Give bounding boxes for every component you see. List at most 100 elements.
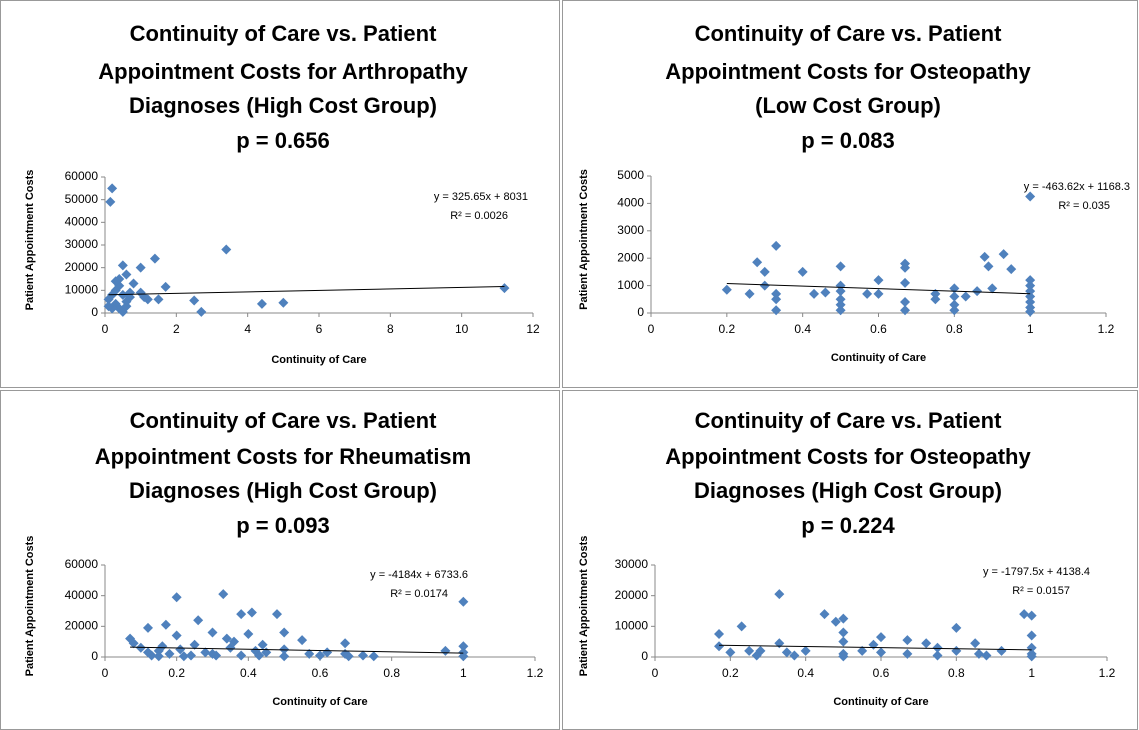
data-point <box>153 651 164 662</box>
y-tick-label: 60000 <box>65 557 99 571</box>
data-point <box>949 299 960 310</box>
data-point <box>900 277 911 288</box>
data-point <box>458 596 469 607</box>
data-point <box>128 638 139 649</box>
y-tick-label: 40000 <box>65 215 99 229</box>
x-axis-label: Continuity of Care <box>271 354 366 366</box>
x-tick-label: 0.4 <box>797 666 814 680</box>
data-point <box>902 635 913 646</box>
chart-panel: Continuity of Care vs. Patient Appointmen… <box>578 21 1130 364</box>
data-point <box>835 261 846 272</box>
trendline-equation: y = -1797.5x + 4138.4 <box>983 566 1090 578</box>
data-point <box>951 622 962 633</box>
chart-title: p = 0.083 <box>801 128 895 153</box>
data-point <box>902 648 913 659</box>
data-point <box>921 638 932 649</box>
chart-title: Diagnoses (High Cost Group) <box>129 478 437 503</box>
data-point <box>725 647 736 658</box>
chart-title: Appointment Costs for Osteopathy <box>665 444 1031 469</box>
data-point <box>343 651 354 662</box>
data-point <box>171 592 182 603</box>
data-point <box>272 609 282 620</box>
y-tick-label: 10000 <box>65 283 99 297</box>
chart-title: Continuity of Care vs. Patient <box>130 408 437 433</box>
x-tick-label: 4 <box>244 322 251 336</box>
data-point <box>981 650 992 661</box>
chart-title: p = 0.093 <box>236 513 330 538</box>
data-point <box>254 650 265 661</box>
data-point <box>774 589 785 600</box>
data-point <box>951 645 962 656</box>
data-point <box>440 645 451 656</box>
data-point <box>236 650 247 661</box>
data-point <box>835 286 846 297</box>
x-tick-label: 0.2 <box>168 666 185 680</box>
data-point <box>458 651 469 662</box>
data-point <box>236 609 247 620</box>
y-tick-label: 10000 <box>615 619 649 633</box>
chart-title: Appointment Costs for Osteopathy <box>665 59 1031 84</box>
trendline-r2: R² = 0.035 <box>1058 200 1110 212</box>
data-point <box>721 284 732 295</box>
y-axis-label: Patient Appointment Costs <box>578 536 590 677</box>
data-point <box>930 294 941 305</box>
chart-title: Diagnoses (High Cost Group) <box>129 93 437 118</box>
x-tick-label: 0.6 <box>312 666 329 680</box>
data-point <box>139 292 150 303</box>
data-point <box>196 306 207 317</box>
data-point <box>221 633 232 644</box>
trendline-r2: R² = 0.0026 <box>450 210 508 222</box>
data-point <box>186 650 196 661</box>
data-point <box>949 305 960 316</box>
data-point <box>218 589 229 600</box>
y-tick-label: 20000 <box>615 588 649 602</box>
data-point <box>744 645 755 656</box>
data-point <box>103 294 114 305</box>
y-tick-label: 60000 <box>65 169 99 183</box>
data-point <box>744 288 755 299</box>
y-tick-label: 30000 <box>65 237 99 251</box>
y-tick-label: 30000 <box>615 557 649 571</box>
data-point <box>322 647 333 658</box>
x-tick-label: 1 <box>1027 322 1034 336</box>
trendline-r2: R² = 0.0157 <box>1012 585 1070 597</box>
data-point <box>164 648 175 659</box>
data-point <box>771 288 782 299</box>
data-point <box>157 641 168 652</box>
data-point <box>930 288 941 299</box>
data-point <box>996 645 1007 656</box>
data-point <box>250 645 261 656</box>
data-point <box>774 638 785 649</box>
data-point <box>835 305 846 316</box>
data-point <box>857 645 868 656</box>
chart-title: Appointment Costs for Rheumatism <box>95 444 471 469</box>
data-point <box>279 651 290 662</box>
data-point <box>117 260 128 271</box>
data-point <box>771 240 782 251</box>
data-point <box>752 257 763 268</box>
x-tick-label: 0 <box>648 322 655 336</box>
data-point <box>900 297 911 308</box>
data-point <box>970 638 981 649</box>
data-point <box>1026 642 1037 653</box>
data-point <box>771 305 782 316</box>
data-point <box>499 283 510 294</box>
data-point <box>714 641 725 652</box>
data-point <box>960 291 971 302</box>
data-point <box>135 262 146 273</box>
data-point <box>781 647 792 658</box>
data-point <box>340 638 351 649</box>
x-tick-label: 0.8 <box>948 666 965 680</box>
data-point <box>128 278 139 289</box>
x-tick-label: 0.4 <box>240 666 257 680</box>
trendline-equation: y = -463.62x + 1168.3 <box>1024 181 1130 193</box>
x-tick-label: 0 <box>102 322 109 336</box>
data-point <box>229 636 239 647</box>
data-point <box>759 280 770 291</box>
data-point <box>160 281 171 292</box>
x-tick-label: 0.8 <box>946 322 963 336</box>
x-tick-label: 1.2 <box>527 666 544 680</box>
data-point <box>153 294 164 305</box>
data-point <box>103 301 114 312</box>
chart-title: Continuity of Care vs. Patient <box>130 21 437 46</box>
